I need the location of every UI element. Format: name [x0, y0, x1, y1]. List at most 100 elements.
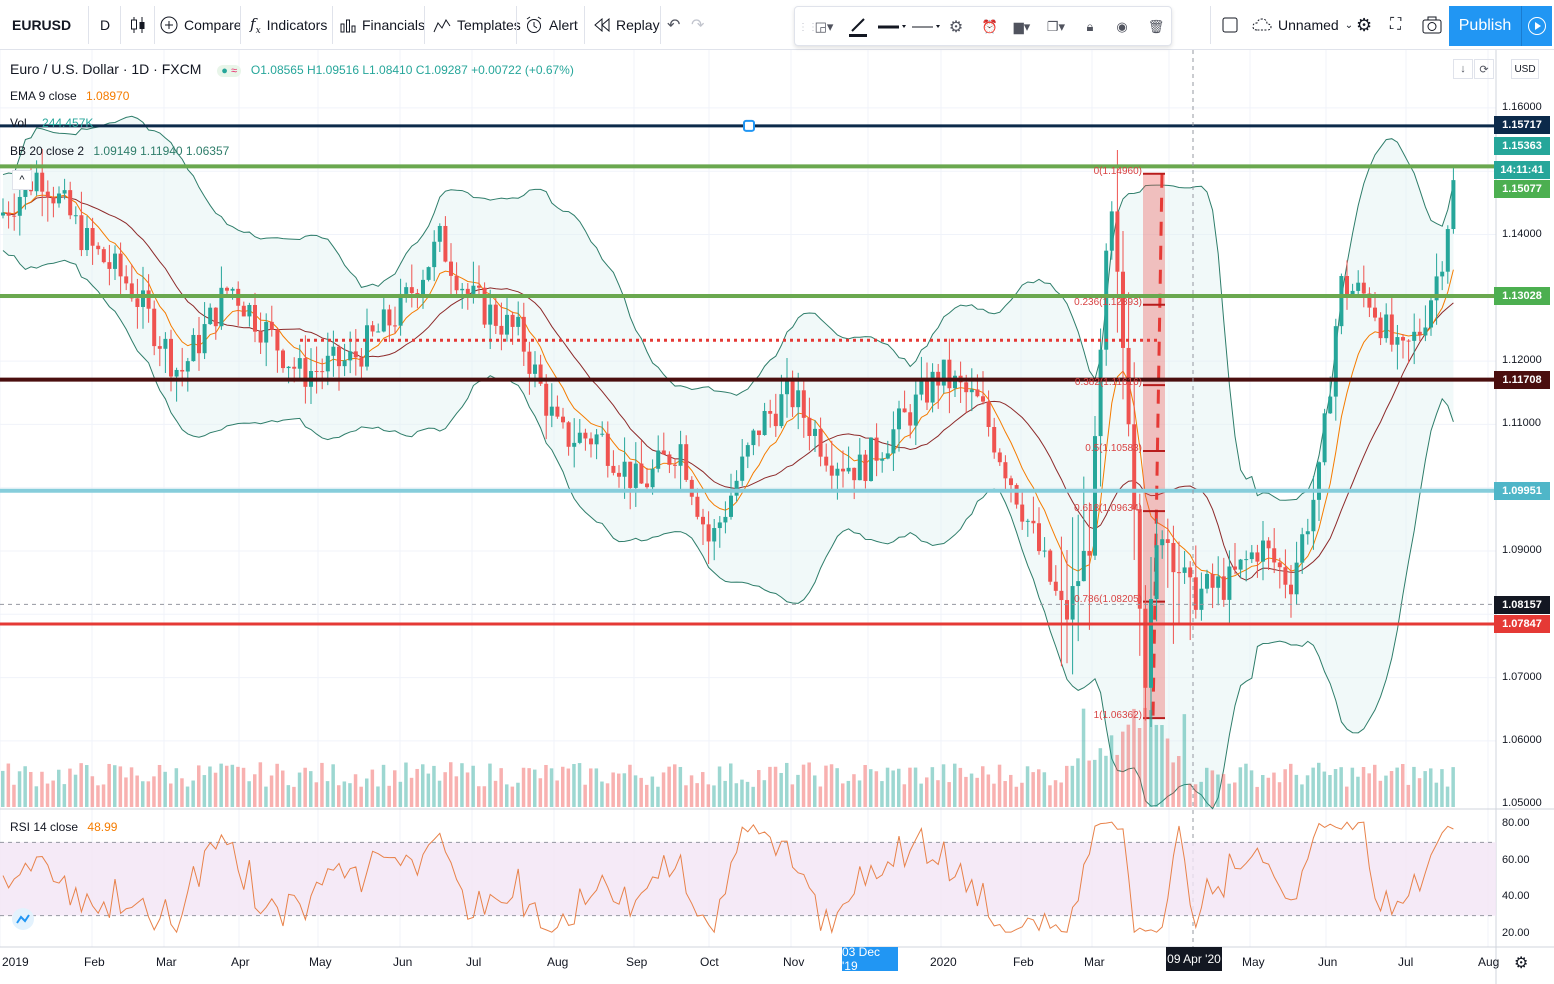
chart-area[interactable] [0, 50, 1554, 984]
candle-body [1137, 509, 1142, 609]
drag-handle-icon[interactable]: ⋮⋮ [798, 21, 818, 33]
ohlc-values: O1.08565 H1.09516 L1.08410 C1.09287 +0.0… [250, 63, 574, 77]
templates-button[interactable]: Templates [433, 10, 521, 40]
volume-bar [958, 767, 963, 807]
indicators-button[interactable]: fx Indicators [250, 10, 327, 40]
settings-icon[interactable]: ⚙ [1514, 955, 1529, 972]
chart-style-button[interactable] [130, 10, 146, 40]
volume-bar [432, 765, 436, 807]
candle-body [314, 371, 319, 373]
volume-bar [1350, 767, 1355, 807]
redo-icon[interactable]: ↷ [691, 17, 705, 34]
camera-icon[interactable] [1422, 10, 1442, 40]
price-tick: 1.16000 [1502, 100, 1542, 113]
replay-button[interactable]: Replay [594, 10, 660, 40]
candle-body [174, 369, 179, 377]
candle-body [1121, 271, 1125, 348]
candle-body [1373, 307, 1377, 318]
volume-bar [275, 763, 279, 807]
publish-menu-button[interactable] [1521, 6, 1552, 46]
select-all-checkbox[interactable] [1222, 10, 1238, 40]
candle-body [1182, 567, 1187, 573]
volume-bar [913, 767, 918, 807]
volume-bar [197, 765, 201, 807]
fib-level-label: 1(1.06362) [1093, 710, 1142, 722]
bb-values: 1.09149 1.11940 1.06357 [93, 144, 230, 158]
compare-button[interactable]: Compare [160, 10, 242, 40]
candle-body [359, 357, 364, 367]
candle-body [1317, 462, 1321, 500]
refresh-icon[interactable]: ⟳ [1474, 59, 1494, 79]
volume-bar [544, 764, 548, 807]
candle-body [908, 412, 913, 426]
volume-bar [482, 786, 487, 807]
candle-body [1193, 577, 1198, 610]
collapse-legend-button[interactable]: ^ [12, 170, 32, 190]
volume-bar [1417, 778, 1422, 807]
settings-icon[interactable]: ⚙ [1356, 14, 1373, 35]
candle-body [605, 433, 610, 466]
volume-bar [1384, 775, 1388, 807]
alert-button[interactable]: Alert [525, 10, 578, 40]
volume-bar [258, 762, 263, 807]
trash-icon[interactable]: 🗑︎ [1147, 19, 1165, 34]
candle-body [1093, 436, 1097, 556]
volume-bar [947, 782, 951, 807]
volume-bar [1367, 773, 1371, 807]
volume-bar [45, 783, 50, 807]
publish-button[interactable]: Publish [1449, 6, 1521, 46]
candle-body [745, 445, 750, 457]
price-tick: 1.06000 [1502, 733, 1542, 746]
volume-bar [561, 766, 565, 807]
price-label: 1.15717 [1494, 116, 1550, 134]
clone-icon[interactable]: ❐▾ [1046, 19, 1066, 34]
play-circle-icon [1528, 17, 1546, 35]
visual-order-icon[interactable]: ▆▾ [1013, 19, 1031, 34]
line-style-icon[interactable] [911, 16, 941, 38]
financials-button[interactable]: Financials [340, 10, 425, 40]
candle-body [152, 308, 157, 347]
candle-body [1009, 478, 1013, 486]
volume-bar [1076, 758, 1080, 807]
scroll-down-icon[interactable]: ↓ [1453, 59, 1473, 79]
candle-body [432, 241, 437, 268]
volume-bar [1361, 767, 1366, 807]
volume-bar [533, 769, 537, 807]
volume-bar [1277, 782, 1282, 807]
price-label: 1.15077 [1494, 180, 1550, 198]
lock-icon[interactable]: 🔒︎ [1086, 19, 1094, 34]
line-width-icon[interactable] [877, 16, 907, 38]
time-tick: Jun [1318, 955, 1338, 969]
volume-bar [953, 763, 957, 807]
volume-bar [969, 773, 974, 807]
volume-bar [281, 770, 285, 807]
undo-icon[interactable]: ↶ [667, 17, 681, 34]
candle-body [1076, 581, 1081, 587]
pencil-color-icon[interactable] [847, 16, 869, 38]
volume-bar [437, 780, 442, 807]
candle-body [667, 454, 672, 465]
candle-body [1361, 282, 1366, 294]
volume-legend: Vol 244.457K [10, 116, 93, 130]
volume-bar [981, 766, 985, 807]
candle-body [269, 321, 274, 330]
layout-name-button[interactable]: Unnamed ⌄ [1252, 10, 1353, 40]
candle-body [521, 316, 526, 352]
candle-body [801, 390, 806, 418]
candle-body [930, 371, 935, 403]
interval-button[interactable]: D [100, 17, 111, 33]
alert-add-icon[interactable]: ⏰ [981, 19, 999, 34]
currency-button[interactable]: USD [1511, 59, 1539, 79]
candle-body [824, 456, 829, 466]
settings-gear-icon[interactable]: ⚙ [948, 19, 964, 36]
candle-body [583, 432, 588, 439]
eye-icon[interactable]: ◉ [1116, 19, 1128, 34]
candle-body [1143, 608, 1148, 688]
volume-bar [174, 768, 179, 807]
candle-body [723, 516, 728, 523]
volume-bar [90, 776, 95, 807]
template-icon[interactable]: ◲▾ [814, 19, 834, 34]
fullscreen-icon[interactable]: ⛶ [1390, 16, 1402, 33]
symbol-search[interactable]: EURUSD [12, 17, 72, 33]
candle-body [253, 304, 257, 332]
